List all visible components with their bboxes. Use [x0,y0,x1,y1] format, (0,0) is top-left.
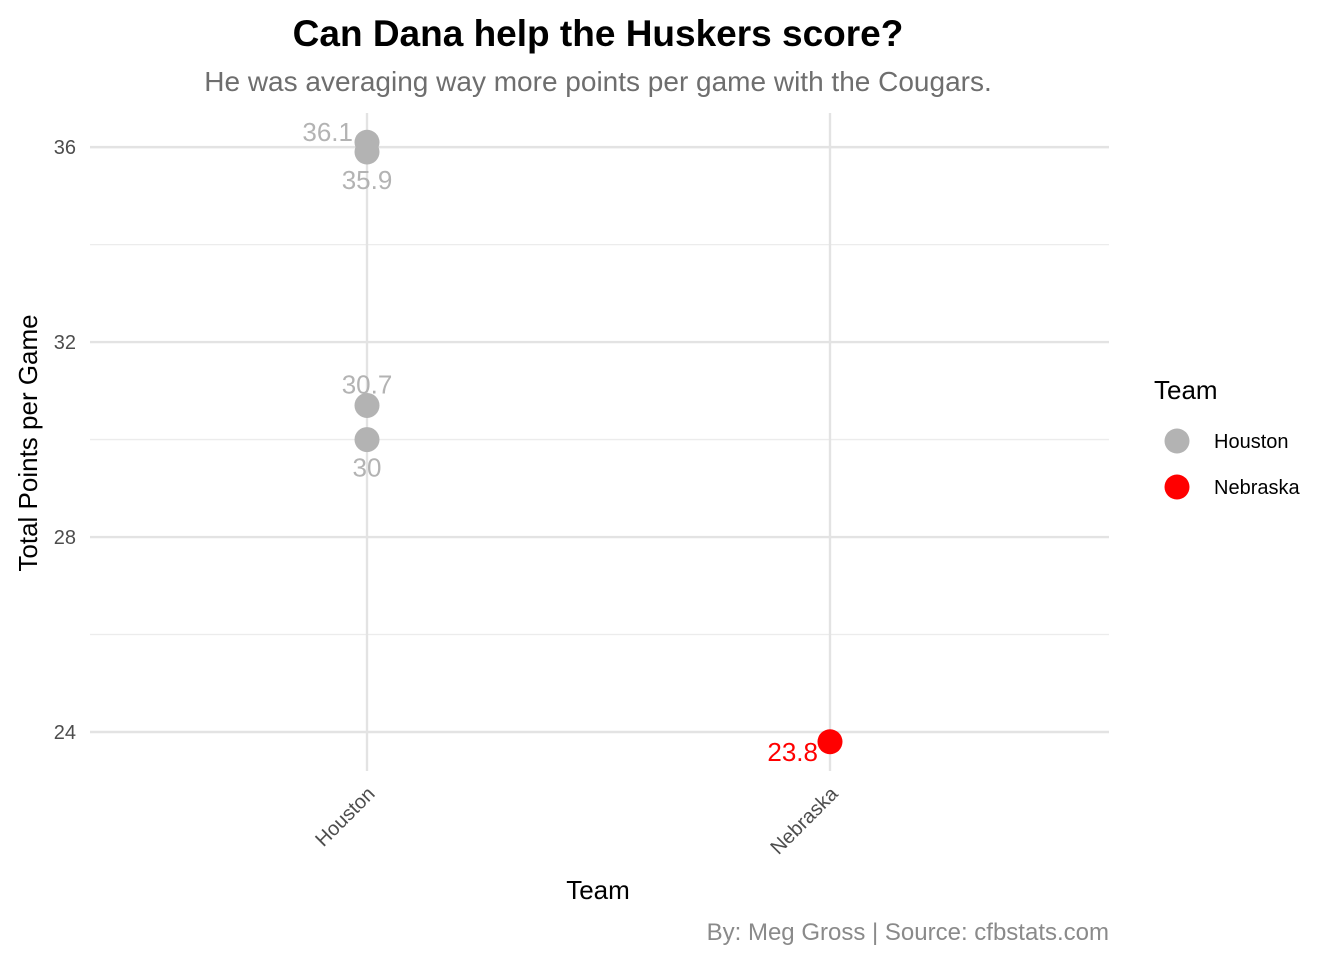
data-point [817,729,843,755]
chart-title: Can Dana help the Huskers score? [293,13,904,54]
y-tick-label: 36 [54,137,76,159]
legend-label-nebraska: Nebraska [1214,477,1300,499]
data-label: 23.8 [767,737,818,767]
chart-subtitle: He was averaging way more points per gam… [204,66,992,97]
legend-key-nebraska [1164,474,1190,500]
data-label: 30 [353,453,382,483]
data-label: 36.1 [302,117,353,147]
x-tick-label: Houston [311,783,379,851]
y-tick-label: 28 [54,527,76,549]
legend-title: Team [1154,375,1218,405]
axis-ticks: 24 28 32 36 Houston Nebraska [54,137,843,859]
legend: Team Houston Nebraska [1154,375,1300,500]
legend-label-houston: Houston [1214,431,1289,453]
data-label: 30.7 [342,369,393,399]
chart-caption: By: Meg Gross | Source: cfbstats.com [707,919,1109,946]
data-points [354,129,843,755]
legend-key-houston [1164,428,1190,454]
data-point [354,392,380,418]
data-point [354,139,380,165]
x-tick-label: Nebraska [766,782,843,859]
x-axis-title: Team [566,875,630,905]
y-tick-label: 24 [54,722,76,744]
data-labels: 36.1 35.9 30.7 30 23.8 [302,117,818,767]
data-label: 35.9 [342,165,393,195]
y-axis-title: Total Points per Game [13,314,43,571]
data-point [354,427,380,453]
y-tick-label: 32 [54,332,76,354]
grid [90,113,1109,771]
